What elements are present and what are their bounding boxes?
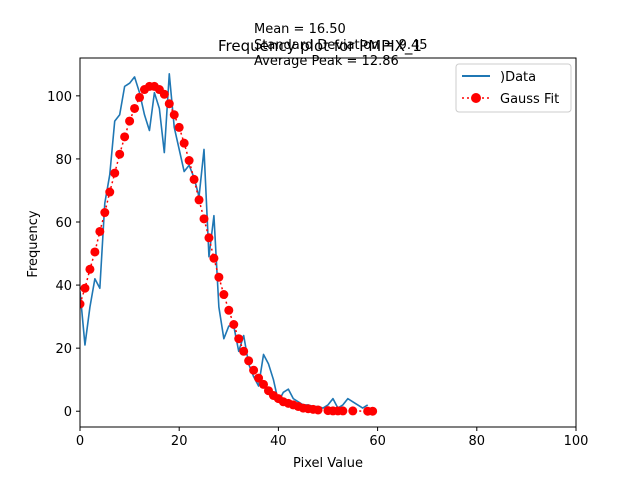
gauss-fit-point — [229, 320, 239, 329]
gauss-fit-point — [159, 89, 169, 99]
gauss-fit-point — [125, 116, 135, 126]
gauss-fit-point — [239, 346, 249, 356]
legend-fit-marker — [471, 93, 481, 103]
gauss-fit-point — [95, 226, 105, 236]
x-tick-label: 40 — [270, 434, 287, 449]
gauss-fit-point — [259, 379, 269, 389]
gauss-fit-point — [209, 253, 219, 263]
gauss-fit-point — [90, 247, 100, 257]
plot-area — [80, 72, 378, 416]
gauss-fit-point — [169, 110, 179, 120]
legend-fit-label: Gauss Fit — [500, 92, 559, 107]
legend: )Data Gauss Fit — [455, 63, 572, 113]
gauss-fit-point — [234, 334, 244, 344]
gauss-fit-point — [135, 92, 145, 102]
gauss-fit-point — [184, 156, 194, 165]
x-tick-label: 80 — [469, 434, 486, 449]
plot-inner — [80, 72, 378, 416]
x-tick-label: 0 — [76, 434, 84, 449]
gauss-fit-point — [80, 299, 85, 309]
gauss-fit-point — [348, 406, 358, 416]
gauss-fit-point — [249, 365, 259, 375]
axes-frame — [79, 57, 577, 428]
gauss-fit-point — [219, 290, 229, 300]
gauss-fit-point — [338, 406, 348, 416]
gauss-fit-point — [224, 305, 234, 315]
gauss-fit-point — [368, 406, 378, 416]
chart-title: Frequency plot for PMPIX_1 — [218, 37, 422, 56]
gauss-fit-point — [80, 283, 90, 293]
legend-data-label: )Data — [500, 70, 536, 85]
gauss-fit-point — [254, 373, 264, 383]
x-axis-label: Pixel Value — [293, 456, 363, 471]
gauss-fit-point — [85, 264, 95, 274]
y-axis-label: Frequency — [26, 210, 41, 277]
gauss-fit-point — [105, 187, 115, 197]
gauss-fit-point — [214, 272, 224, 282]
gauss-fit-point — [120, 132, 130, 142]
gauss-fit-point — [189, 174, 199, 184]
x-tick-label: 60 — [369, 434, 386, 449]
annotation-std: Standard Deviation = 9.45 — [254, 38, 428, 53]
y-tick-label: 0 — [64, 405, 72, 420]
gauss-fit-point — [174, 122, 184, 132]
y-tick-label: 20 — [55, 342, 72, 357]
y-tick-label: 80 — [55, 153, 72, 168]
y-tick-label: 100 — [47, 90, 72, 105]
gauss-fit-point — [199, 214, 209, 224]
y-tick-label: 40 — [55, 279, 72, 294]
gauss-fit-point — [194, 195, 204, 205]
gauss-fit-point — [130, 103, 140, 113]
gauss-fit-point — [164, 99, 174, 109]
gauss-fit-point — [115, 149, 125, 159]
gauss-fit-point — [110, 168, 120, 178]
annotation-mean: Mean = 16.50 — [254, 22, 346, 37]
gauss-fit-point — [179, 138, 189, 148]
gauss-fit-point — [100, 208, 110, 218]
axes: 0 20 40 60 80 100 0 20 40 60 80 100 — [47, 57, 589, 449]
gauss-fit-point — [204, 233, 214, 243]
annotation-peak: Average Peak = 12.86 — [254, 54, 399, 69]
gauss-fit-point — [313, 405, 323, 415]
x-tick-label: 100 — [564, 434, 589, 449]
x-tick-label: 20 — [171, 434, 188, 449]
y-tick-label: 60 — [55, 216, 72, 231]
gauss-fit-point — [244, 356, 254, 366]
